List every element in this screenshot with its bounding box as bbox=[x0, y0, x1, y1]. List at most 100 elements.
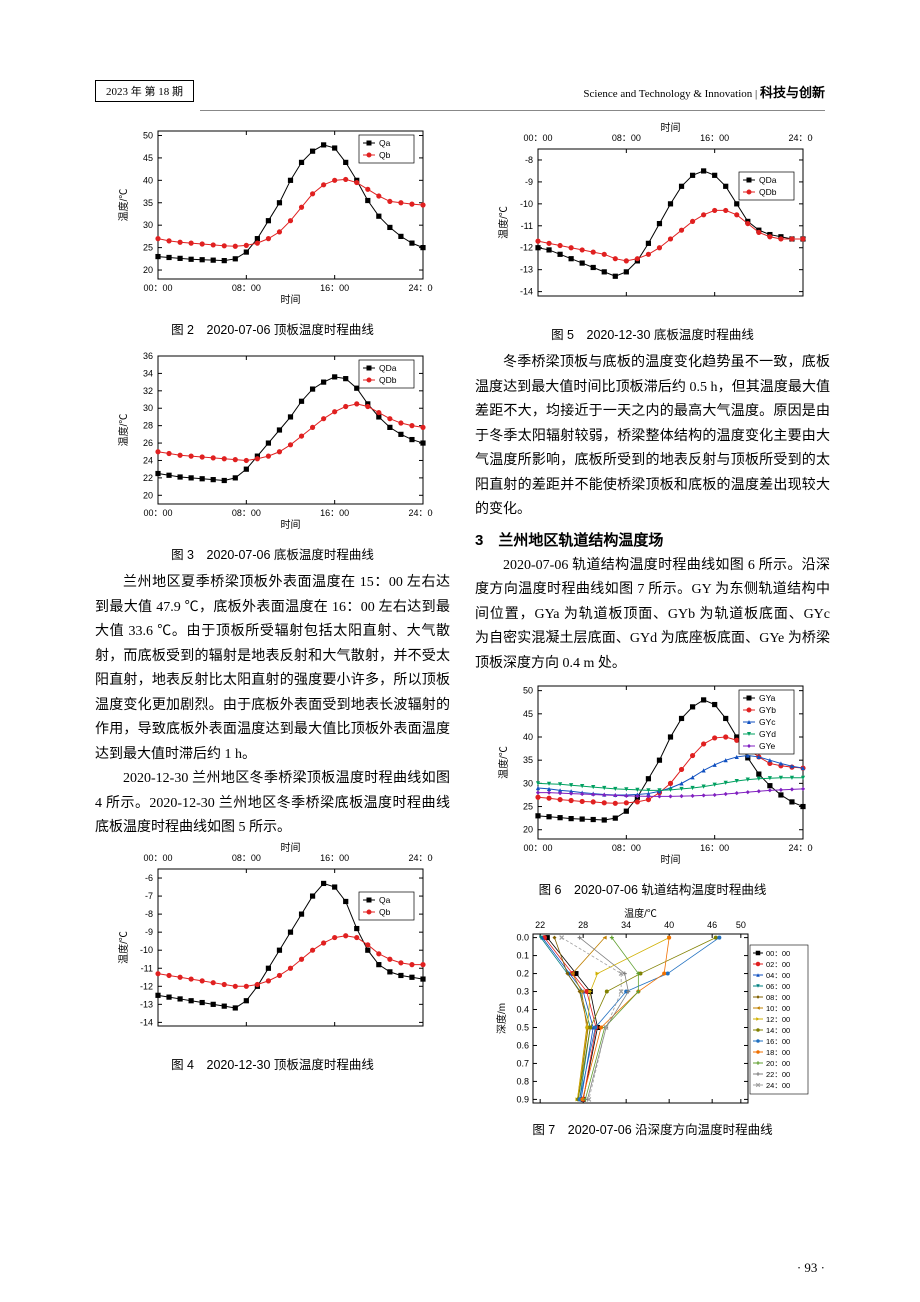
svg-text:46: 46 bbox=[707, 920, 717, 930]
svg-text:24：00: 24：00 bbox=[766, 1081, 790, 1090]
fig5-caption: 图 5 2020-12-30 底板温度时程曲线 bbox=[475, 324, 830, 343]
svg-text:45: 45 bbox=[142, 153, 152, 163]
svg-text:Qb: Qb bbox=[379, 907, 391, 917]
svg-text:22: 22 bbox=[535, 920, 545, 930]
svg-text:25: 25 bbox=[522, 802, 532, 812]
svg-text:35: 35 bbox=[522, 755, 532, 765]
svg-text:16：00: 16：00 bbox=[320, 283, 349, 293]
svg-text:-8: -8 bbox=[524, 155, 532, 165]
svg-text:温度/℃: 温度/℃ bbox=[497, 206, 510, 239]
svg-text:0.6: 0.6 bbox=[516, 1040, 529, 1050]
svg-text:24：00: 24：00 bbox=[788, 843, 813, 853]
svg-text:0.7: 0.7 bbox=[516, 1058, 529, 1068]
svg-text:GYc: GYc bbox=[759, 717, 776, 727]
issue-box: 2023 年 第 18 期 bbox=[95, 80, 194, 102]
svg-text:40: 40 bbox=[142, 175, 152, 185]
svg-text:24：00: 24：00 bbox=[788, 133, 813, 143]
svg-text:QDa: QDa bbox=[759, 175, 777, 185]
svg-text:00：00: 00：00 bbox=[523, 843, 552, 853]
fig3-caption: 图 3 2020-07-06 底板温度时程曲线 bbox=[95, 544, 450, 563]
svg-text:08：00: 08：00 bbox=[231, 283, 260, 293]
svg-text:02：00: 02：00 bbox=[766, 960, 790, 969]
svg-text:0.5: 0.5 bbox=[516, 1022, 529, 1032]
svg-text:36: 36 bbox=[142, 351, 152, 361]
svg-text:-10: -10 bbox=[519, 199, 532, 209]
svg-text:30: 30 bbox=[522, 778, 532, 788]
svg-text:22: 22 bbox=[142, 473, 152, 483]
fig7-chart: 2228344046500.00.10.20.30.40.50.60.70.80… bbox=[493, 906, 813, 1116]
svg-text:时间: 时间 bbox=[280, 293, 300, 306]
svg-text:Qb: Qb bbox=[379, 150, 391, 160]
two-column-layout: 2025303540455000：0008：0016：0024：00时间温度/℃… bbox=[95, 121, 825, 1146]
svg-text:24: 24 bbox=[142, 455, 152, 465]
svg-text:GYb: GYb bbox=[759, 705, 776, 715]
left-column: 2025303540455000：0008：0016：0024：00时间温度/℃… bbox=[95, 121, 450, 1146]
svg-text:10：00: 10：00 bbox=[766, 1004, 790, 1013]
fig2-chart: 2025303540455000：0008：0016：0024：00时间温度/℃… bbox=[113, 121, 433, 316]
svg-text:04：00: 04：00 bbox=[766, 971, 790, 980]
svg-text:25: 25 bbox=[142, 243, 152, 253]
svg-text:40: 40 bbox=[522, 732, 532, 742]
svg-text:00：00: 00：00 bbox=[143, 508, 172, 518]
svg-text:0.1: 0.1 bbox=[516, 951, 529, 961]
svg-text:30: 30 bbox=[142, 220, 152, 230]
svg-text:时间: 时间 bbox=[660, 121, 680, 134]
svg-text:50: 50 bbox=[735, 920, 745, 930]
fig4-caption: 图 4 2020-12-30 顶板温度时程曲线 bbox=[95, 1054, 450, 1073]
svg-text:-12: -12 bbox=[139, 981, 152, 991]
svg-text:-13: -13 bbox=[139, 999, 152, 1009]
paragraph-1: 兰州地区夏季桥梁顶板外表面温度在 15：00 左右达到最大值 47.9 ℃，底板… bbox=[95, 571, 450, 767]
svg-text:28: 28 bbox=[578, 920, 588, 930]
svg-text:50: 50 bbox=[522, 686, 532, 696]
svg-text:24：00: 24：00 bbox=[408, 283, 433, 293]
svg-text:34: 34 bbox=[621, 920, 631, 930]
fig6-chart: 2025303540455000：0008：0016：0024：00时间温度/℃… bbox=[493, 676, 813, 876]
page-header: 2023 年 第 18 期 Science and Technology & I… bbox=[95, 80, 825, 102]
svg-text:00：00: 00：00 bbox=[143, 853, 172, 863]
svg-text:-14: -14 bbox=[519, 287, 532, 297]
svg-text:0.9: 0.9 bbox=[516, 1094, 529, 1104]
paragraph-2: 2020-12-30 兰州地区冬季桥梁顶板温度时程曲线如图 4 所示。2020-… bbox=[95, 767, 450, 841]
svg-text:30: 30 bbox=[142, 403, 152, 413]
svg-text:GYd: GYd bbox=[759, 729, 776, 739]
svg-text:08：00: 08：00 bbox=[766, 993, 790, 1002]
svg-text:16：00: 16：00 bbox=[766, 1037, 790, 1046]
svg-text:20: 20 bbox=[142, 265, 152, 275]
svg-text:32: 32 bbox=[142, 386, 152, 396]
page-number: · 93 · bbox=[797, 1260, 825, 1276]
svg-text:温度/℃: 温度/℃ bbox=[117, 931, 130, 964]
fig7-caption: 图 7 2020-07-06 沿深度方向温度时程曲线 bbox=[475, 1119, 830, 1138]
svg-text:00：00: 00：00 bbox=[143, 283, 172, 293]
fig5-chart: -14-13-12-11-10-9-800：0008：0016：0024：00时… bbox=[493, 121, 813, 321]
svg-text:0.4: 0.4 bbox=[516, 1005, 529, 1015]
svg-text:20: 20 bbox=[522, 825, 532, 835]
svg-text:0.8: 0.8 bbox=[516, 1076, 529, 1086]
svg-text:06：00: 06：00 bbox=[766, 982, 790, 991]
svg-text:GYa: GYa bbox=[759, 693, 776, 703]
fig6-caption: 图 6 2020-07-06 轨道结构温度时程曲线 bbox=[475, 879, 830, 898]
svg-text:温度/℃: 温度/℃ bbox=[497, 746, 510, 779]
fig2-caption: 图 2 2020-07-06 顶板温度时程曲线 bbox=[95, 319, 450, 338]
paragraph-4: 2020-07-06 轨道结构温度时程曲线如图 6 所示。沿深度方向温度时程曲线… bbox=[475, 554, 830, 677]
svg-text:45: 45 bbox=[522, 709, 532, 719]
fig3-chart: 20222426283032343600：0008：0016：0024：00时间… bbox=[113, 346, 433, 541]
svg-text:QDb: QDb bbox=[759, 187, 777, 197]
svg-text:12：00: 12：00 bbox=[766, 1015, 790, 1024]
svg-text:34: 34 bbox=[142, 368, 152, 378]
svg-text:16：00: 16：00 bbox=[320, 853, 349, 863]
svg-text:08：00: 08：00 bbox=[231, 853, 260, 863]
fig4-chart: -14-13-12-11-10-9-8-7-600：0008：0016：0024… bbox=[113, 841, 433, 1051]
svg-text:Qa: Qa bbox=[379, 138, 391, 148]
svg-text:温度/℃: 温度/℃ bbox=[624, 907, 657, 920]
svg-text:24：00: 24：00 bbox=[408, 508, 433, 518]
section-3-heading: 3 兰州地区轨道结构温度场 bbox=[475, 529, 830, 550]
svg-text:18：00: 18：00 bbox=[766, 1048, 790, 1057]
svg-text:时间: 时间 bbox=[660, 853, 680, 866]
svg-text:16：00: 16：00 bbox=[700, 133, 729, 143]
svg-text:0.3: 0.3 bbox=[516, 987, 529, 997]
svg-text:20：00: 20：00 bbox=[766, 1059, 790, 1068]
svg-text:08：00: 08：00 bbox=[231, 508, 260, 518]
svg-text:16：00: 16：00 bbox=[700, 843, 729, 853]
svg-text:-14: -14 bbox=[139, 1017, 152, 1027]
svg-text:QDa: QDa bbox=[379, 363, 397, 373]
